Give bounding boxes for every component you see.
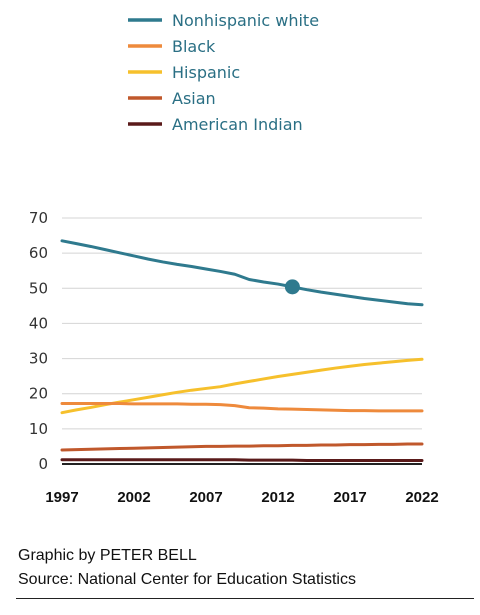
legend-label-asian: Asian xyxy=(172,89,216,108)
legend-label-american-indian: American Indian xyxy=(172,115,303,134)
y-tick-label-10: 10 xyxy=(29,420,48,438)
x-tick-label-2012: 2012 xyxy=(261,489,294,506)
x-tick-label-2022: 2022 xyxy=(405,489,438,506)
y-tick-label-30: 30 xyxy=(29,350,48,368)
grid xyxy=(62,217,422,465)
x-tick-label-2007: 2007 xyxy=(189,489,222,506)
x-tick-label-1997: 1997 xyxy=(45,489,78,506)
series-line-black xyxy=(60,402,424,413)
y-tick-label-40: 40 xyxy=(29,314,48,332)
series-lines xyxy=(60,239,424,462)
legend-label-nonhispanic-white: Nonhispanic white xyxy=(172,11,319,30)
series-line-nonhispanic-white xyxy=(60,239,424,307)
y-tick-label-70: 70 xyxy=(29,209,48,227)
footer-divider xyxy=(16,598,474,599)
x-tick-label-2017: 2017 xyxy=(333,489,366,506)
series-line-american-indian xyxy=(60,458,424,462)
source-credit: Source: National Center for Education St… xyxy=(18,571,356,588)
y-tick-label-60: 60 xyxy=(29,244,48,262)
x-axis-ticks: 1997 2002 2007 2012 2017 2022 xyxy=(45,489,438,506)
y-axis-ticks: 0 10 20 30 40 50 60 70 xyxy=(29,209,48,473)
legend: Nonhispanic white Black Hispanic Asian Ameri… xyxy=(128,11,319,134)
series-markers xyxy=(284,279,300,295)
series-line-hispanic xyxy=(60,357,424,415)
series-line-asian xyxy=(60,442,424,452)
x-tick-label-2002: 2002 xyxy=(117,489,150,506)
legend-label-hispanic: Hispanic xyxy=(172,63,240,82)
graphic-credit: Graphic by PETER BELL xyxy=(18,547,197,564)
y-tick-label-50: 50 xyxy=(29,279,48,297)
y-tick-label-0: 0 xyxy=(38,455,48,473)
series-marker-nonhispanic-white xyxy=(284,279,300,295)
legend-label-black: Black xyxy=(172,37,216,56)
y-tick-label-20: 20 xyxy=(29,385,48,403)
